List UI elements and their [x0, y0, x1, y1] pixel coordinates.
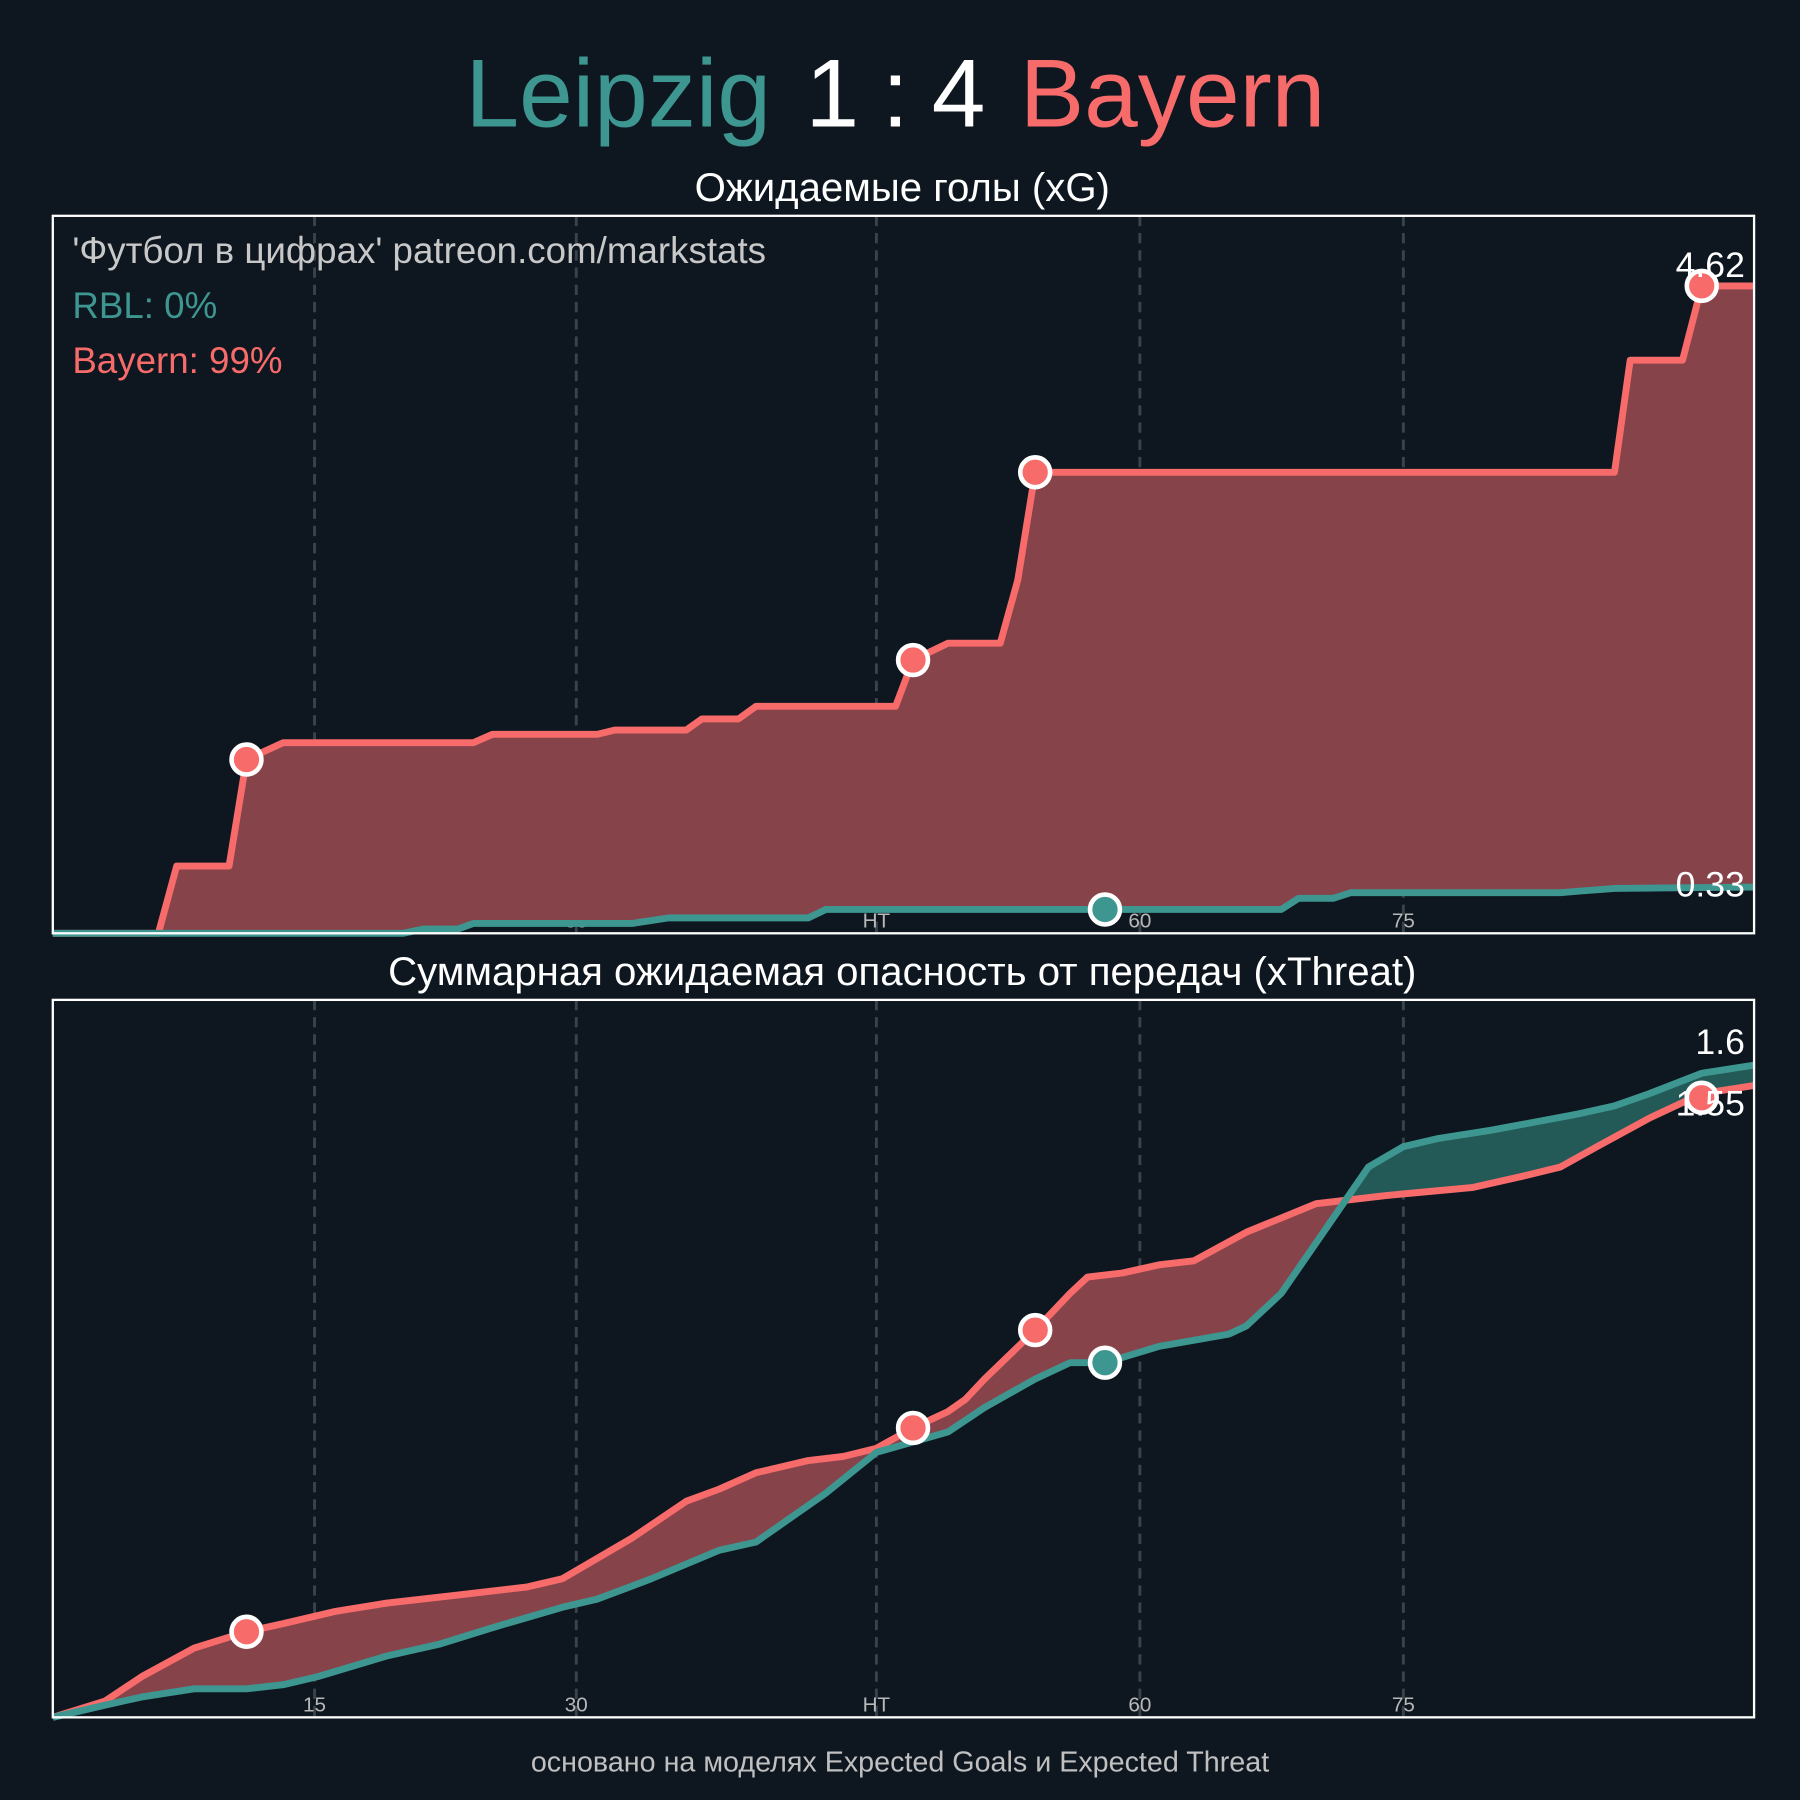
goal-marker	[895, 1410, 931, 1446]
x-tick-label: 60	[1128, 1694, 1151, 1717]
annotation: RBL: 0%	[72, 285, 217, 326]
series-line	[52, 883, 1755, 937]
score-separator: :	[882, 40, 909, 147]
home-score: 1	[805, 40, 859, 147]
goal-marker	[1017, 455, 1053, 490]
goal-marker	[1087, 892, 1123, 927]
plot-frame	[51, 998, 1756, 1719]
plot-frame	[51, 214, 1756, 935]
end-value-label: 1.6	[1695, 1022, 1744, 1062]
x-tick-label: 75	[1392, 1694, 1415, 1717]
chart-title: Суммарная ожидаемая опасность от передач…	[388, 949, 1416, 994]
end-value-label: 1.55	[1676, 1084, 1745, 1124]
annotation: Bayern: 99%	[72, 340, 282, 381]
x-tick-label: HT	[863, 1694, 891, 1717]
x-tick-label: 60	[1128, 910, 1151, 933]
home-team: Leipzig	[465, 40, 771, 147]
x-tick-label: 15	[303, 1694, 326, 1717]
goal-marker	[1017, 1312, 1053, 1348]
x-tick-label: 75	[1392, 910, 1415, 933]
annotation: 'Футбол в цифрах' patreon.com/markstats	[72, 230, 766, 271]
goal-marker	[229, 1614, 264, 1649]
away-score: 4	[932, 40, 986, 147]
footer: основано на моделях Expected Goals и Exp…	[531, 1746, 1269, 1778]
goal-marker	[895, 642, 931, 678]
end-value-label: 4.62	[1676, 245, 1745, 285]
goal-marker	[1087, 1345, 1123, 1380]
goal-marker	[1684, 1080, 1719, 1115]
goal-marker	[229, 742, 264, 777]
series-line	[52, 1061, 1755, 1721]
away-team: Bayern	[1020, 40, 1325, 147]
chart-title: Ожидаемые голы (xG)	[695, 165, 1110, 210]
end-value-label: 0.33	[1676, 864, 1745, 904]
x-tick-label: 30	[565, 1694, 588, 1717]
goal-marker	[1684, 268, 1719, 304]
x-tick-label: HT	[863, 910, 891, 933]
area-fill	[52, 285, 1755, 934]
match-title: Leipzig 1:4 Bayern	[465, 40, 1325, 147]
